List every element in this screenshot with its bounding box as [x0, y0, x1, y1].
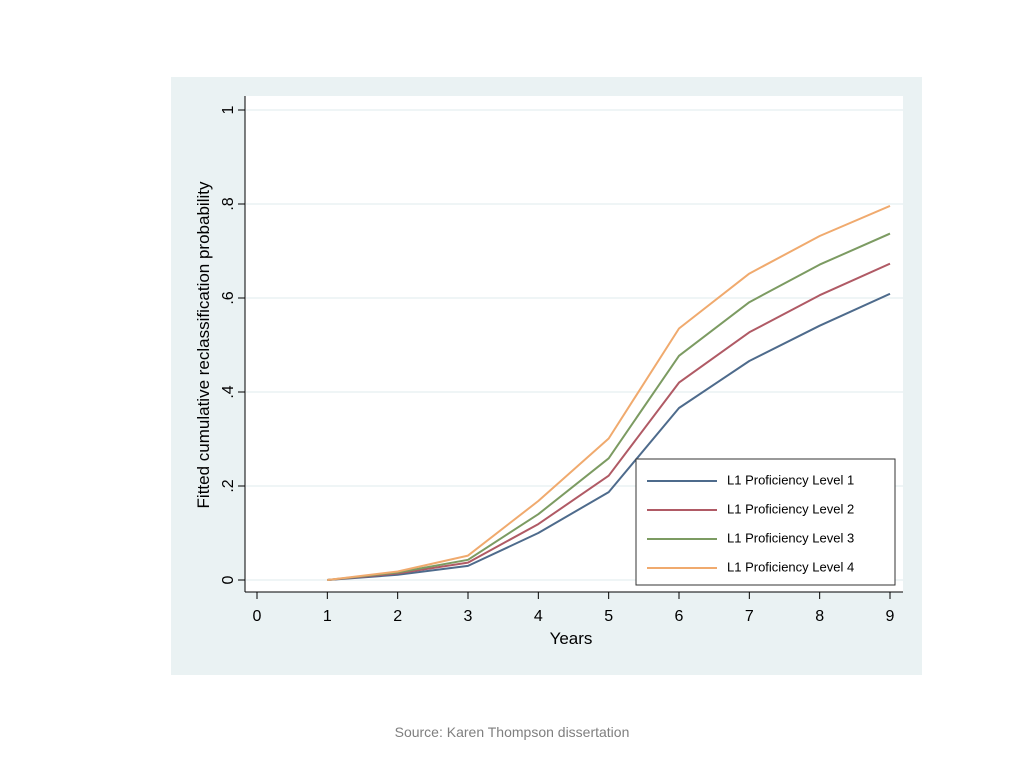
- chart-panel: 0 .2 .4 .6 .8 1 0 1 2 3 4 5 6 7 8 9 Years Fitted cumula…: [171, 77, 922, 675]
- y-tick-label: .4: [220, 385, 237, 398]
- series-lines: [327, 204, 891, 581]
- axes: [244, 96, 903, 593]
- x-tick-label: 4: [534, 608, 543, 625]
- series-line-level-2: [327, 262, 891, 581]
- y-tick-label: .6: [220, 291, 237, 304]
- x-tick-label: 2: [393, 608, 402, 625]
- y-axis-title: Fitted cumulative reclassification proba…: [194, 181, 213, 508]
- series-line-level-4: [327, 204, 891, 581]
- series-line-level-1: [327, 292, 891, 581]
- ticks: 0 .2 .4 .6 .8 1 0 1 2 3 4 5 6 7 8 9: [220, 105, 894, 625]
- x-tick-label: 7: [745, 608, 754, 625]
- x-tick-label: 9: [886, 608, 895, 625]
- line-chart: 0 .2 .4 .6 .8 1 0 1 2 3 4 5 6 7 8 9 Years Fitted cumula…: [194, 96, 903, 648]
- legend: L1 Proficiency Level 1 L1 Proficiency Lev…: [635, 458, 896, 586]
- x-axis-title: Years: [550, 629, 593, 648]
- x-tick-label: 3: [464, 608, 473, 625]
- x-tick-label: 6: [675, 608, 684, 625]
- legend-label: L1 Proficiency Level 1: [727, 472, 854, 487]
- y-tick-label: .8: [220, 197, 237, 210]
- legend-label: L1 Proficiency Level 3: [727, 530, 854, 545]
- legend-label: L1 Proficiency Level 2: [727, 501, 854, 516]
- y-tick-label: .2: [220, 479, 237, 492]
- source-note: Source: Karen Thompson dissertation: [394, 724, 630, 740]
- x-tick-label: 1: [323, 608, 332, 625]
- x-tick-label: 5: [604, 608, 613, 625]
- y-tick-label: 0: [220, 575, 237, 584]
- y-tick-label: 1: [220, 105, 237, 114]
- x-tick-label: 8: [815, 608, 824, 625]
- legend-label: L1 Proficiency Level 4: [727, 559, 854, 574]
- series-line-level-3: [327, 232, 891, 581]
- x-tick-label: 0: [253, 608, 262, 625]
